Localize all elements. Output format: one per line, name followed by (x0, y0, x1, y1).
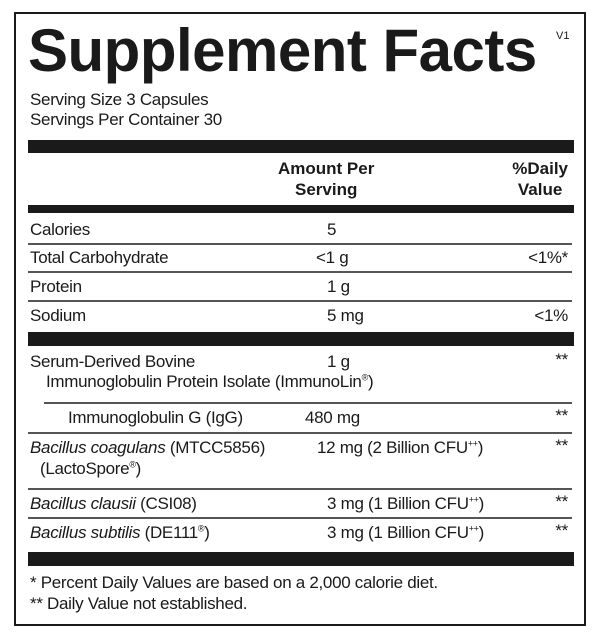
nutrient-amount: 5 mg (327, 306, 364, 325)
text: 3 mg (1 Billion CFU (327, 494, 469, 513)
nutrient-amount: 1 g (327, 277, 350, 296)
text: ) (478, 494, 485, 513)
footnote-mark: ++ (468, 523, 479, 534)
row-divider (28, 300, 572, 302)
thick-divider (28, 552, 574, 566)
text: ) (478, 523, 485, 542)
ingredient-name: Bacillus clausii (CSI08) (30, 494, 197, 514)
daily-value-header: %Daily Value (512, 158, 568, 200)
footnote-mark: ++ (467, 438, 478, 449)
text: 3 mg (1 Billion CFU (327, 523, 469, 542)
text: 12 mg (2 Billion CFU (317, 438, 468, 457)
strain: (DE111 (140, 523, 199, 542)
footnote-mark: ++ (468, 494, 479, 505)
ingredient-dv: ** (555, 492, 568, 511)
servings-per-container: Servings Per Container 30 (30, 110, 222, 129)
serving-size: Serving Size 3 Capsules (30, 90, 209, 109)
row-divider (28, 488, 572, 490)
text: ) (367, 372, 374, 391)
nutrient-name: Protein (30, 277, 82, 296)
ingredient-dv: ** (555, 436, 568, 455)
species-name: Bacillus subtilis (30, 523, 141, 542)
nutrient-amount: 5 (327, 220, 337, 239)
nutrient-name: Sodium (30, 306, 86, 325)
footnote: ** Daily Value not established. (30, 594, 248, 613)
text: ) (204, 523, 210, 542)
nutrient-name: Calories (30, 220, 90, 239)
ingredient-amount: 1 g (327, 352, 350, 371)
registered-mark: ® (361, 372, 369, 383)
header-line: Value (517, 180, 563, 199)
text: ) (135, 459, 142, 478)
header-line: Serving (294, 180, 358, 199)
header-line: %Daily (512, 159, 568, 178)
nutrient-amount: <1 g (316, 248, 349, 267)
species-name: Bacillus coagulans (30, 438, 166, 457)
ingredient-amount: 3 mg (1 Billion CFU++) (327, 523, 484, 543)
species-name: Bacillus clausii (30, 494, 136, 513)
strain: (CSI08) (135, 494, 197, 513)
registered-mark: ® (197, 523, 205, 534)
ingredient-name: Serum-Derived Bovine (30, 352, 196, 371)
strain: (MTCC5856) (165, 438, 266, 457)
ingredient-dv: ** (555, 350, 568, 369)
nutrient-name: Total Carbohydrate (30, 248, 169, 267)
footnote: * Percent Daily Values are based on a 2,… (30, 573, 438, 592)
row-divider (28, 432, 572, 434)
ingredient-name: Bacillus subtilis (DE111®) (30, 523, 210, 543)
nutrient-dv: <1% (534, 306, 568, 325)
ingredient-name-line2: (LactoSpore®) (40, 459, 141, 479)
panel-title: Supplement Facts (28, 17, 537, 84)
ingredient-amount: 3 mg (1 Billion CFU++) (327, 494, 484, 514)
row-divider (44, 402, 572, 404)
row-divider (28, 271, 572, 273)
ingredient-amount: 480 mg (305, 408, 360, 427)
ingredient-name-line2: Immunoglobulin Protein Isolate (ImmunoLi… (46, 372, 374, 392)
header-line: Amount Per (278, 159, 375, 178)
row-divider (28, 517, 572, 519)
text: ) (477, 438, 484, 457)
ingredient-dv: ** (555, 406, 568, 425)
row-divider (28, 243, 572, 245)
registered-mark: ® (129, 459, 136, 470)
version-label: V1 (556, 30, 570, 42)
supplement-facts-panel: Supplement Facts V1 Serving Size 3 Capsu… (14, 12, 586, 626)
nutrient-dv: <1%* (528, 248, 568, 267)
amount-per-serving-header: Amount Per Serving (278, 158, 374, 200)
ingredient-name: Bacillus coagulans (MTCC5856) (30, 438, 265, 458)
ingredient-name: Immunoglobulin G (IgG) (68, 408, 243, 427)
ingredient-dv: ** (555, 521, 568, 540)
text: Immunoglobulin Protein Isolate (ImmunoLi… (46, 372, 362, 391)
ingredient-amount: 12 mg (2 Billion CFU++) (317, 438, 483, 458)
thick-divider (28, 332, 574, 346)
medium-divider (28, 205, 574, 213)
text: (LactoSpore (40, 459, 130, 478)
thick-divider (28, 140, 574, 153)
